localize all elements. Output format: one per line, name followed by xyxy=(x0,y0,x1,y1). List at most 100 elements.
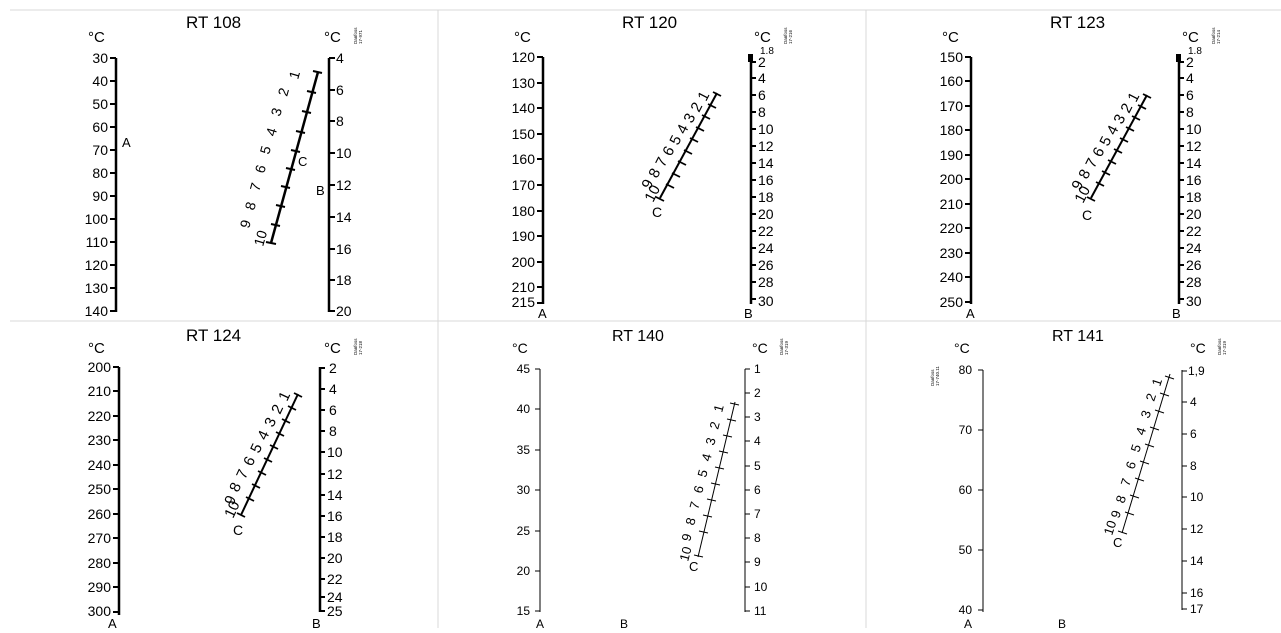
differential-tick xyxy=(290,149,301,153)
axis-a: 150 160 170 180 190 200 210 220 230 240 … xyxy=(940,49,975,321)
differential-tick xyxy=(726,418,737,422)
axis-a-tick-label: 240 xyxy=(88,457,112,473)
axis-a-tick-label: 190 xyxy=(940,147,964,163)
differential-number: 7 xyxy=(652,155,671,170)
unit-label-b: °C xyxy=(1182,29,1199,46)
differential-line xyxy=(697,401,736,558)
differential-tick xyxy=(301,110,312,114)
differential-number: 10 xyxy=(251,228,271,248)
differential-tick xyxy=(710,482,721,486)
axis-a-tick-label: 25 xyxy=(517,524,531,538)
panel-title: RT 141 xyxy=(1052,328,1104,345)
differential-number: 8 xyxy=(226,480,245,495)
axis-b-tick-label: 5 xyxy=(754,459,761,473)
axis-a: 200 210 220 230 240 250 260 270 280 290 … xyxy=(88,359,121,631)
drawing-code: 17-214 xyxy=(1216,29,1221,44)
axis-a-tick-label: 50 xyxy=(959,543,973,557)
differential-number: 7 xyxy=(686,500,702,511)
differential-tick xyxy=(275,431,285,437)
differential-tick xyxy=(1134,477,1145,482)
differential-number: 4 xyxy=(254,428,273,443)
differential-number: 1 xyxy=(275,389,294,404)
differential-tick xyxy=(722,434,733,438)
differential-tick xyxy=(1131,115,1141,121)
axis-a-tick-label: 80 xyxy=(959,363,973,377)
differential-number: 9 xyxy=(1108,508,1125,520)
axis-b-tick-label: 24 xyxy=(327,589,343,605)
axis-b-tick-label: 20 xyxy=(327,550,343,566)
axis-b-tick-label: 18 xyxy=(327,529,343,545)
axis-b-tick-label: 1.8 xyxy=(760,46,774,57)
drawing-code: 17-971 xyxy=(358,29,363,44)
axis-a-label: A xyxy=(108,616,117,628)
axis-b-tick-label: 4 xyxy=(329,381,337,397)
differential-number: 2 xyxy=(687,100,706,115)
axis-b: 4 6 8 10 12 14 16 18 20 B xyxy=(316,50,352,319)
differential-tick xyxy=(1095,181,1105,187)
differential-tick xyxy=(693,554,704,558)
drawing-code: Danfoss xyxy=(353,27,358,44)
panel-rt120: RT 120 °C °C Danfoss 17-216 120 130 xyxy=(512,13,793,321)
axis-b-tick-label: 16 xyxy=(1186,172,1202,188)
drawing-code: 17-216 xyxy=(788,29,793,44)
differential-tick xyxy=(236,512,246,518)
differential-number: 2 xyxy=(275,86,293,98)
differential-scale: 1 2 3 4 5 6 7 8 9 10 C xyxy=(237,69,323,248)
drawing-code: Danfoss xyxy=(779,338,784,355)
axis-b-tick-label: 14 xyxy=(758,155,774,171)
differential-tick xyxy=(265,241,277,245)
unit-label-a: °C xyxy=(512,340,528,356)
drawing-code: 17-218 xyxy=(358,340,363,355)
axis-b-tick-label: 8 xyxy=(1190,459,1197,473)
axis-b-label: B xyxy=(744,306,753,321)
differential-line xyxy=(240,393,299,516)
axis-b-tick-label: 12 xyxy=(336,177,352,193)
differential-number: 2 xyxy=(706,420,722,431)
axis-b-tick-label: 8 xyxy=(329,423,337,439)
axis-b-tick-label: 1,9 xyxy=(1188,364,1205,378)
differential-number: 8 xyxy=(645,166,664,181)
differential-tick xyxy=(1125,126,1135,132)
axis-b-tick-label: 8 xyxy=(758,104,766,120)
differential-number: 1 xyxy=(1124,90,1143,105)
panel-dividers xyxy=(10,9,1281,628)
differential-number: 6 xyxy=(659,144,678,159)
differential-tick xyxy=(1129,494,1140,499)
differential-tick xyxy=(1113,148,1123,154)
axis-a-tick-label: 210 xyxy=(512,279,536,295)
axis-b-tick-label: 20 xyxy=(1186,206,1202,222)
unit-label-a: °C xyxy=(88,29,105,46)
axis-a-secondary-label: B xyxy=(1058,617,1066,628)
drawing-code: 17-319 xyxy=(1222,340,1227,355)
axis-a-tick-label: 250 xyxy=(940,294,964,310)
axis-b: 1 2 3 4 5 6 7 8 9 10 11 xyxy=(744,362,768,618)
differential-line xyxy=(269,71,320,244)
axis-b-tick-label: 14 xyxy=(1186,155,1202,171)
differential-number: 6 xyxy=(252,163,270,175)
axis-b-tick-label: 2 xyxy=(329,360,337,376)
axis-b-tick-label: 10 xyxy=(754,580,768,594)
axis-b-tick-label: 20 xyxy=(336,303,352,319)
axis-a-tick-label: 70 xyxy=(92,142,108,158)
axis-a-tick-label: 200 xyxy=(940,171,964,187)
axis-a-tick-label: 170 xyxy=(512,177,536,193)
axis-a-label: A xyxy=(122,135,131,150)
differential-tick xyxy=(263,457,273,463)
differential-scale: 1 2 3 4 5 6 7 8 9 10 C xyxy=(1068,90,1152,223)
axis-a-tick-label: 60 xyxy=(959,483,973,497)
axis-a-tick-label: 60 xyxy=(92,119,108,135)
differential-number: 1 xyxy=(710,403,726,414)
differential-number: 3 xyxy=(1110,112,1129,127)
axis-a-tick-label: 250 xyxy=(88,481,112,497)
differential-number: 3 xyxy=(702,436,718,447)
differential-number: 10 xyxy=(1071,183,1094,206)
axis-b-tick-label: 4 xyxy=(754,434,761,448)
differential-tick xyxy=(1142,93,1152,99)
differential-number: 1 xyxy=(694,89,713,104)
axis-b-tick-label: 22 xyxy=(327,571,343,587)
axis-b-start-block xyxy=(1176,54,1181,62)
differential-tick xyxy=(677,160,687,166)
axis-b-tick-label: 20 xyxy=(758,206,774,222)
differential-number: 5 xyxy=(247,441,266,456)
